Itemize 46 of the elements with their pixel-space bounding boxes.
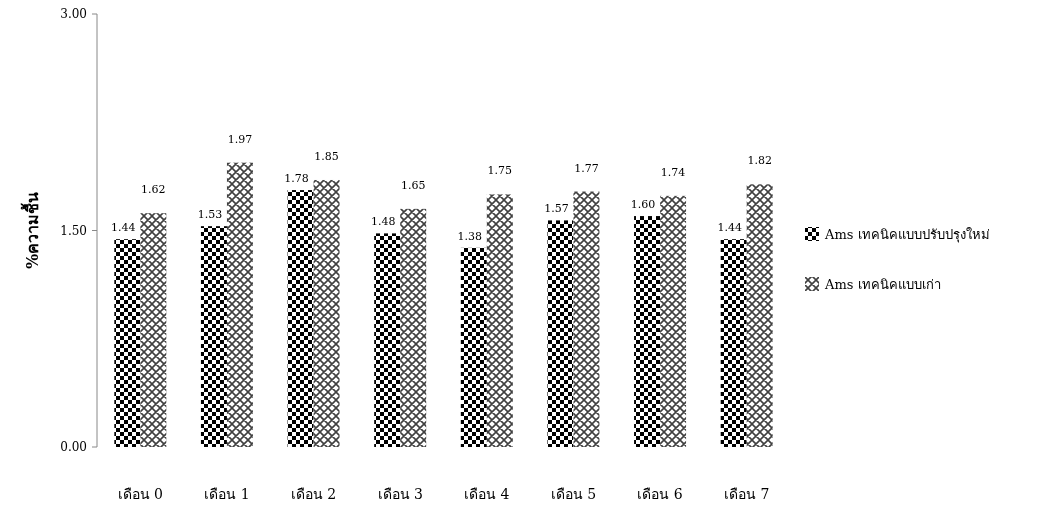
data-label: 1.60	[630, 198, 656, 212]
x-tick-label: เดือน 0	[117, 486, 163, 502]
x-tick-label: เดือน 2	[290, 486, 337, 502]
x-tick-label: เดือน 5	[550, 486, 597, 502]
data-label: 1.62	[141, 183, 166, 197]
bar	[720, 239, 747, 447]
bar	[634, 216, 661, 447]
data-label: 1.57	[544, 202, 569, 216]
bar	[114, 239, 141, 447]
y-tick-label: 3.00	[60, 7, 87, 21]
y-tick-label: 0.00	[60, 440, 87, 454]
bar	[200, 226, 227, 447]
data-label: 1.75	[487, 164, 513, 178]
x-tick-label: เดือน 4	[464, 486, 510, 502]
bar	[460, 247, 487, 447]
x-tick-label: เดือน 1	[204, 486, 250, 502]
bar	[140, 213, 167, 447]
data-label: 1.97	[227, 132, 253, 146]
x-tick-label: เดือน 3	[377, 486, 423, 502]
data-label: 1.74	[660, 165, 686, 179]
bar	[660, 195, 687, 447]
bar	[486, 194, 513, 447]
y-tick-label: 1.50	[60, 223, 87, 238]
bar	[547, 220, 574, 447]
bar	[573, 191, 600, 447]
bar	[746, 184, 773, 447]
data-label: 1.65	[400, 178, 426, 192]
data-label: 1.77	[574, 161, 599, 175]
bar	[400, 208, 427, 447]
y-axis-title: %ความชื้น	[20, 191, 42, 270]
data-label: 1.44	[717, 221, 742, 235]
bar	[313, 179, 340, 447]
data-label: 1.53	[197, 208, 223, 222]
x-tick-label: เดือน 7	[724, 486, 770, 502]
bar	[374, 233, 401, 447]
legend-label: Ams เทคนิคแบบปรับปรุงใหม่	[824, 227, 990, 243]
data-label: 1.78	[284, 172, 309, 186]
bar	[226, 162, 253, 447]
bar	[287, 190, 314, 447]
data-label: 1.48	[370, 215, 396, 229]
data-label: 1.85	[314, 149, 339, 163]
data-label: 1.44	[111, 221, 136, 235]
legend-label: Ams เทคนิคแบบเก่า	[824, 277, 941, 292]
data-label: 1.82	[747, 154, 772, 168]
data-label: 1.38	[457, 229, 483, 243]
x-tick-label: เดือน 6	[637, 486, 683, 502]
